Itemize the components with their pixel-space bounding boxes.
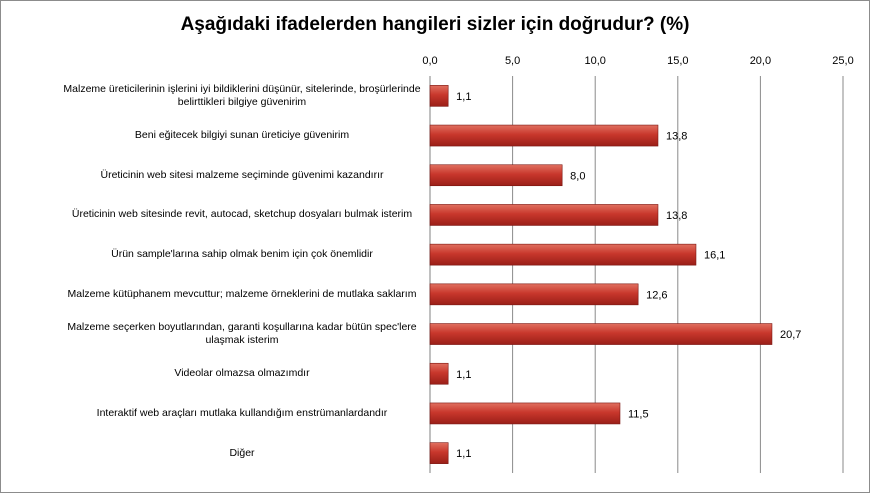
bar	[429, 85, 449, 107]
data-label: 20,7	[780, 329, 801, 341]
category-label: Malzeme seçerken boyutlarından, garanti …	[67, 321, 417, 347]
x-tick-label: 25,0	[832, 55, 853, 67]
data-label: 1,1	[456, 448, 471, 460]
category-label: Interaktif web araçları mutlaka kullandı…	[96, 406, 388, 419]
bar	[429, 243, 697, 266]
data-label: 16,1	[704, 250, 725, 262]
category-label: Diğer	[229, 446, 255, 459]
bar	[429, 204, 659, 226]
category-label: Üreticinin web sitesinde revit, autocad,…	[71, 208, 413, 221]
data-label: 12,6	[646, 289, 667, 301]
data-label: 13,8	[666, 131, 687, 143]
data-label: 1,1	[456, 369, 471, 381]
category-label: Beni eğitecek bilgiyi sunan üreticiye gü…	[134, 129, 350, 142]
category-label: Üreticinin web sitesi malzeme seçiminde …	[100, 168, 384, 181]
data-label: 13,8	[666, 210, 687, 222]
bar	[429, 283, 639, 306]
category-label: Malzeme kütüphanem mevcuttur; malzeme ör…	[67, 287, 417, 300]
category-label: Malzeme üreticilerinin işlerini iyi bild…	[63, 82, 421, 108]
bar	[429, 164, 563, 187]
x-tick-label: 15,0	[667, 55, 688, 67]
category-label: Videolar olmazsa olmazımdır	[174, 367, 310, 380]
bar	[429, 402, 621, 425]
data-label: 8,0	[570, 170, 585, 182]
bar	[429, 362, 449, 385]
data-label: 11,5	[628, 408, 649, 420]
x-tick-label: 20,0	[750, 55, 771, 67]
category-label: Ürün sample'larına sahip olmak benim içi…	[111, 248, 373, 261]
x-tick-label: 0,0	[422, 55, 437, 67]
data-label: 1,1	[456, 91, 471, 103]
x-tick-label: 10,0	[584, 55, 605, 67]
x-tick-label: 5,0	[505, 55, 520, 67]
bar	[429, 442, 449, 464]
chart-title: Aşağıdaki ifadelerden hangileri sizler i…	[180, 14, 690, 35]
bar	[429, 124, 659, 147]
bar	[429, 323, 773, 345]
